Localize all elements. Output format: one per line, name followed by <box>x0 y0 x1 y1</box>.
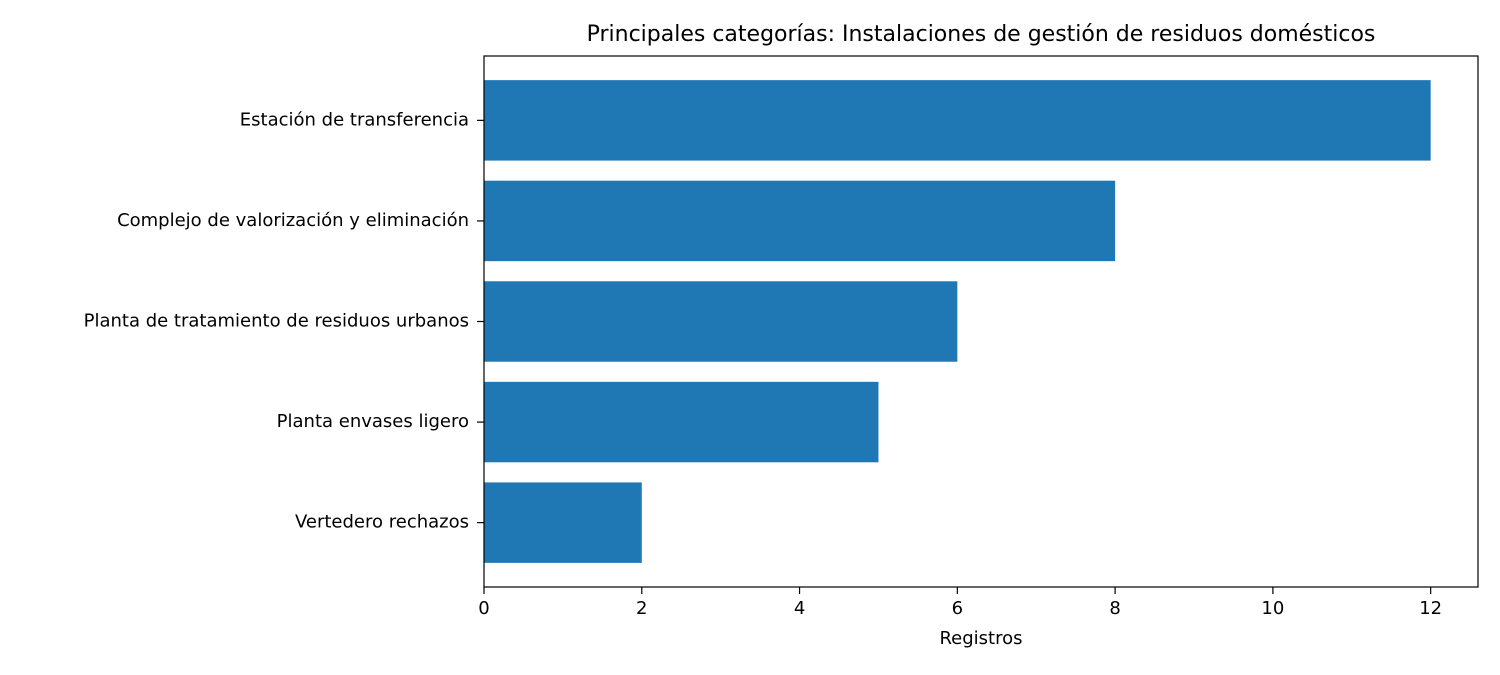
y-tick-label: Estación de transferencia <box>240 109 469 130</box>
y-tick-label: Complejo de valorización y eliminación <box>117 210 469 231</box>
chart-title: Principales categorías: Instalaciones de… <box>587 22 1376 47</box>
x-axis-label: Registros <box>939 628 1022 649</box>
x-tick-label: 8 <box>1109 598 1120 619</box>
bar <box>484 281 958 362</box>
y-tick-label: Planta de tratamiento de residuos urbano… <box>84 311 469 332</box>
bar <box>484 180 1116 262</box>
x-tick-label: 2 <box>636 598 647 619</box>
x-tick-label: 12 <box>1419 598 1442 619</box>
bar <box>484 482 642 563</box>
y-tick-label: Planta envases ligero <box>277 411 469 432</box>
plot-frame <box>483 55 1479 588</box>
y-tick-label: Vertedero rechazos <box>295 512 469 533</box>
x-tick-label: 0 <box>478 598 489 619</box>
x-tick-label: 10 <box>1261 598 1284 619</box>
bar <box>484 80 1431 161</box>
bar <box>484 381 879 463</box>
x-tick-label: 4 <box>794 598 805 619</box>
x-tick-label: 6 <box>952 598 963 619</box>
